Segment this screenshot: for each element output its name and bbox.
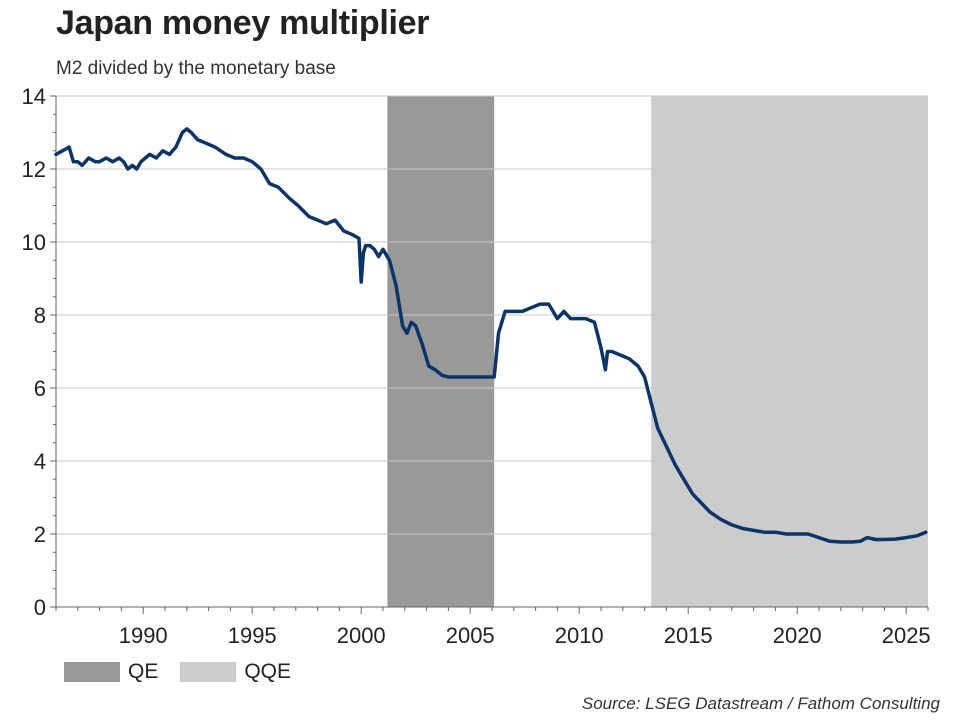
tick-labels: 0 2 4 6 8 10 12 14 1990 1995 2000 2005 2010 2015 2020 2… xyxy=(22,84,931,648)
legend-item-qe: QE xyxy=(64,660,158,684)
x-tick-label-2010: 2010 xyxy=(555,623,604,648)
y-tick-label-4: 4 xyxy=(34,449,46,474)
shaded-period-qqe xyxy=(651,96,928,607)
y-tick-label-0: 0 xyxy=(34,595,46,620)
x-tick-label-2025: 2025 xyxy=(882,623,931,648)
y-tick-label-10: 10 xyxy=(22,230,46,255)
legend-swatch-qe xyxy=(64,662,120,682)
legend-label-qe: QE xyxy=(128,660,159,683)
series-line-0 xyxy=(54,127,928,544)
legend-swatch-qqe xyxy=(180,662,237,682)
series-layer xyxy=(54,127,928,544)
y-tick-label-6: 6 xyxy=(34,376,46,401)
axes xyxy=(50,95,929,614)
x-tick-label-2015: 2015 xyxy=(664,623,713,648)
legend: QE QQE xyxy=(64,660,313,684)
y-tick-label-12: 12 xyxy=(22,157,46,182)
y-tick-label-8: 8 xyxy=(34,303,46,328)
x-tick-label-2000: 2000 xyxy=(337,623,386,648)
shaded-period-qe xyxy=(387,96,495,607)
legend-item-qqe: QQE xyxy=(180,660,291,684)
source-note: Source: LSEG Datastream / Fathom Consult… xyxy=(581,694,940,713)
legend-label-qqe: QQE xyxy=(244,660,292,683)
chart-subtitle: M2 divided by the monetary base xyxy=(56,58,336,79)
x-tick-label-2005: 2005 xyxy=(446,623,495,648)
x-tick-label-1995: 1995 xyxy=(228,623,277,648)
y-tick-label-14: 14 xyxy=(22,84,46,109)
x-tick-label-1990: 1990 xyxy=(119,623,168,648)
shaded-periods xyxy=(387,96,928,607)
chart-title: Japan money multiplier xyxy=(56,4,430,42)
x-tick-label-2020: 2020 xyxy=(773,623,822,648)
y-tick-label-2: 2 xyxy=(34,522,46,547)
